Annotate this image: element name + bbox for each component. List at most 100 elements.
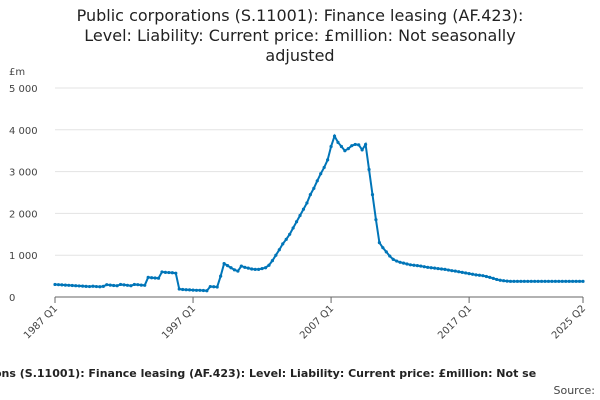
- data-point[interactable]: [294, 220, 299, 224]
- data-point[interactable]: [477, 273, 482, 277]
- data-point[interactable]: [357, 143, 361, 147]
- data-point[interactable]: [550, 279, 554, 283]
- data-point[interactable]: [146, 275, 150, 279]
- data-point[interactable]: [125, 283, 130, 287]
- data-point[interactable]: [253, 267, 257, 272]
- data-point[interactable]: [332, 134, 337, 138]
- data-point[interactable]: [257, 267, 261, 272]
- data-point[interactable]: [546, 279, 551, 283]
- data-point[interactable]: [263, 266, 268, 270]
- data-point[interactable]: [163, 270, 168, 274]
- data-point[interactable]: [505, 279, 509, 283]
- data-point[interactable]: [243, 265, 247, 269]
- data-point[interactable]: [377, 241, 381, 245]
- data-point[interactable]: [388, 254, 392, 258]
- data-point[interactable]: [419, 264, 423, 268]
- data-point[interactable]: [581, 279, 585, 283]
- data-point[interactable]: [502, 279, 506, 283]
- data-point[interactable]: [222, 261, 226, 266]
- data-point[interactable]: [557, 279, 561, 283]
- data-point[interactable]: [118, 282, 123, 287]
- data-point[interactable]: [277, 248, 281, 252]
- data-point[interactable]: [87, 284, 92, 289]
- data-point[interactable]: [460, 270, 464, 274]
- data-point[interactable]: [94, 284, 99, 289]
- data-point[interactable]: [225, 264, 230, 268]
- data-point[interactable]: [360, 148, 364, 152]
- data-point[interactable]: [367, 167, 371, 172]
- data-point[interactable]: [191, 288, 195, 292]
- data-point[interactable]: [401, 261, 406, 265]
- data-point[interactable]: [215, 285, 219, 289]
- data-point[interactable]: [433, 266, 437, 270]
- data-point[interactable]: [270, 259, 275, 263]
- data-point[interactable]: [301, 207, 306, 211]
- data-point[interactable]: [450, 269, 454, 273]
- data-point[interactable]: [539, 279, 544, 283]
- data-point[interactable]: [508, 279, 513, 283]
- data-point[interactable]: [457, 270, 461, 274]
- data-point[interactable]: [470, 272, 475, 276]
- data-point[interactable]: [443, 267, 447, 272]
- data-point[interactable]: [108, 283, 112, 287]
- data-point[interactable]: [239, 264, 243, 268]
- data-point[interactable]: [153, 276, 157, 280]
- data-point[interactable]: [484, 274, 488, 279]
- data-point[interactable]: [319, 172, 323, 176]
- data-point[interactable]: [219, 274, 223, 278]
- data-point[interactable]: [281, 242, 285, 246]
- data-point[interactable]: [567, 279, 571, 283]
- data-point[interactable]: [84, 284, 88, 288]
- data-point[interactable]: [274, 253, 278, 257]
- data-point[interactable]: [429, 266, 433, 270]
- data-point[interactable]: [326, 158, 330, 162]
- data-point[interactable]: [398, 260, 402, 264]
- data-point[interactable]: [60, 283, 64, 287]
- data-point[interactable]: [395, 259, 399, 263]
- data-point[interactable]: [184, 288, 188, 292]
- data-point[interactable]: [350, 144, 354, 148]
- data-point[interactable]: [174, 271, 178, 275]
- data-point[interactable]: [312, 186, 316, 190]
- data-point[interactable]: [512, 279, 516, 283]
- data-point[interactable]: [381, 246, 385, 250]
- data-point[interactable]: [336, 140, 340, 144]
- data-point[interactable]: [232, 268, 237, 272]
- data-point[interactable]: [236, 269, 240, 273]
- data-point[interactable]: [305, 201, 309, 205]
- data-point[interactable]: [229, 266, 233, 270]
- data-point[interactable]: [391, 257, 395, 261]
- data-point[interactable]: [105, 283, 109, 287]
- data-point[interactable]: [577, 279, 582, 283]
- data-point[interactable]: [177, 287, 181, 291]
- data-point[interactable]: [446, 268, 451, 272]
- data-point[interactable]: [187, 288, 192, 292]
- data-point[interactable]: [526, 279, 530, 283]
- data-point[interactable]: [363, 142, 368, 147]
- data-point[interactable]: [77, 284, 81, 288]
- data-point[interactable]: [384, 250, 388, 254]
- data-point[interactable]: [543, 279, 547, 283]
- data-point[interactable]: [212, 285, 216, 289]
- data-point[interactable]: [156, 276, 161, 280]
- data-point[interactable]: [74, 284, 78, 288]
- data-point[interactable]: [53, 282, 57, 287]
- data-point[interactable]: [464, 271, 468, 275]
- data-point[interactable]: [260, 266, 264, 271]
- data-point[interactable]: [288, 232, 292, 236]
- data-point[interactable]: [115, 284, 119, 288]
- data-point[interactable]: [201, 288, 205, 293]
- data-point[interactable]: [170, 271, 174, 275]
- data-point[interactable]: [112, 283, 116, 288]
- data-point[interactable]: [132, 282, 136, 287]
- data-point[interactable]: [167, 270, 171, 275]
- data-point[interactable]: [63, 283, 67, 287]
- data-point[interactable]: [353, 142, 357, 147]
- data-point[interactable]: [415, 264, 419, 268]
- data-point[interactable]: [536, 279, 540, 283]
- data-point[interactable]: [481, 274, 485, 278]
- data-point[interactable]: [98, 285, 102, 289]
- data-point[interactable]: [519, 279, 523, 283]
- data-point[interactable]: [122, 283, 126, 287]
- data-point[interactable]: [474, 273, 478, 277]
